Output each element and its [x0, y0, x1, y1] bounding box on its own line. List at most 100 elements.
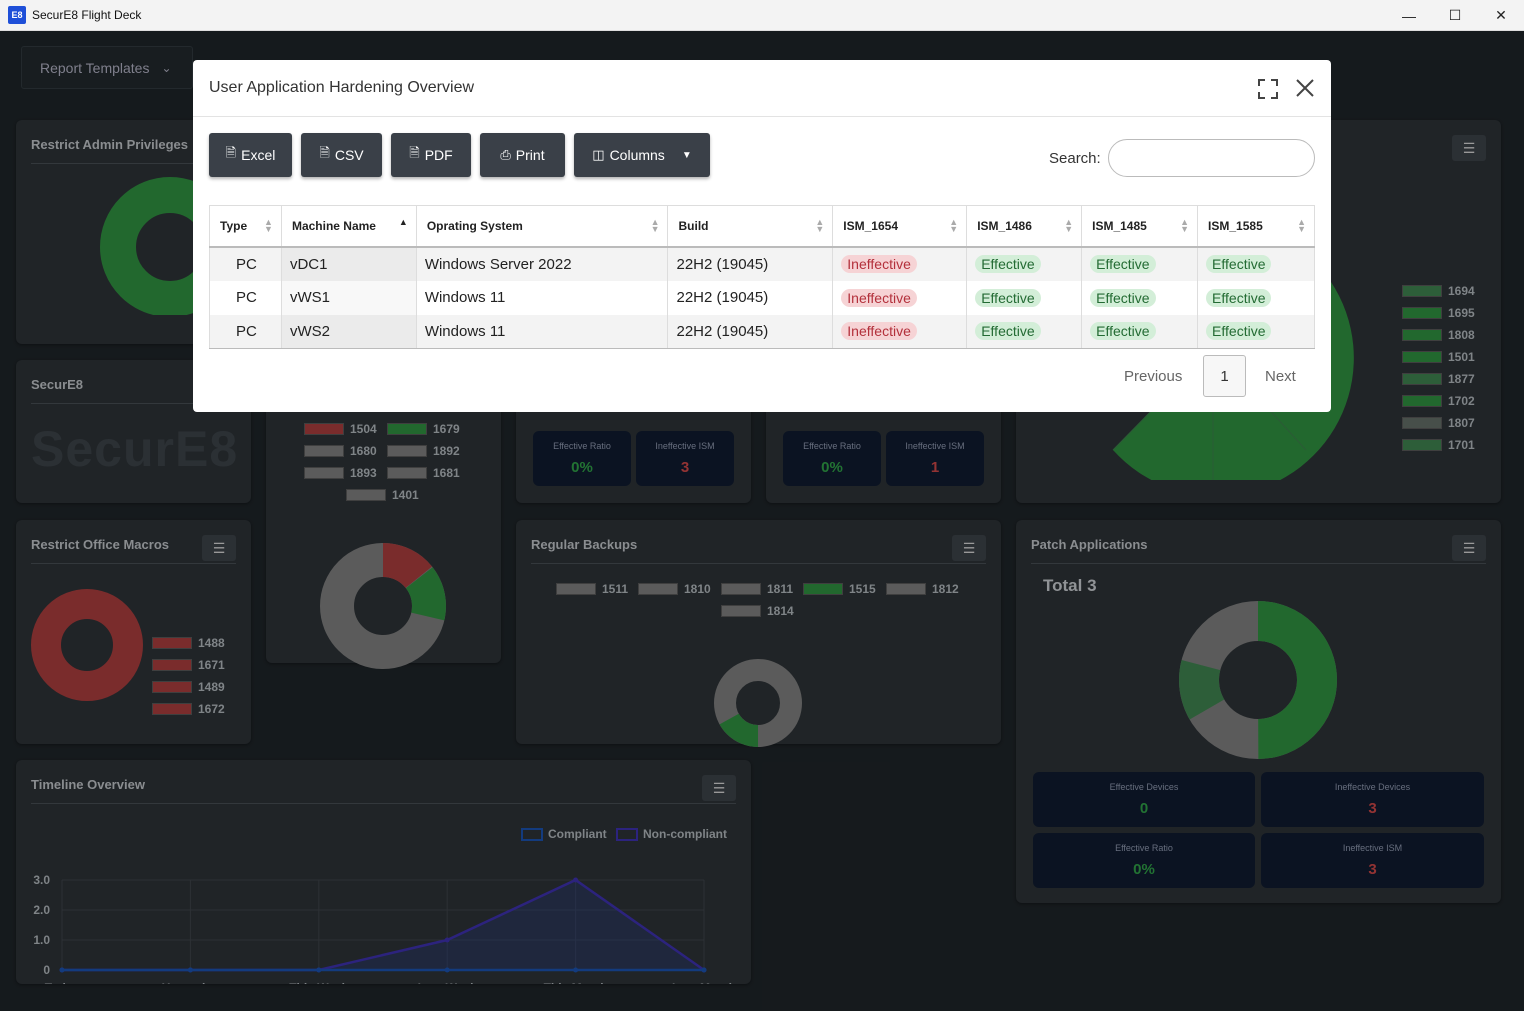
stat-label: Effective Devices [1109, 782, 1179, 792]
legend-swatch [886, 583, 926, 595]
patch-donut-chart [1179, 601, 1337, 760]
legend-label: 1807 [1448, 416, 1475, 430]
file-csv-icon: 🗎 [319, 145, 330, 160]
legend-swatch [803, 583, 843, 595]
card-restrict-macros: Restrict Office Macros ☰ 1488 1671 1489 … [16, 520, 251, 744]
settings-sliders-icon[interactable]: ☰ [1452, 135, 1486, 161]
legend-item: 1501 [1402, 350, 1475, 364]
legend-swatch [152, 703, 192, 715]
legend-label: 1671 [198, 658, 225, 672]
print-label: Print [515, 147, 545, 163]
cell-type: PC [209, 314, 282, 349]
legend-item: 1893 [304, 466, 377, 480]
column-header-machine-name[interactable]: Machine Name ▲​ [280, 205, 417, 248]
x-tick-label: Last Week [418, 981, 477, 984]
stat-value: 0% [821, 459, 843, 476]
status-badge: Ineffective [841, 322, 917, 341]
legend-swatch [346, 489, 386, 501]
settings-sliders-icon[interactable]: ☰ [702, 775, 736, 801]
stat-effective-devices: Effective Devices 0 [1033, 772, 1255, 827]
backups-donut-chart [714, 659, 802, 747]
legend-item: 1679 [387, 422, 460, 436]
search-input[interactable] [1108, 139, 1315, 177]
legend-label: 1701 [1448, 438, 1475, 452]
legend-label: Non-compliant [643, 827, 727, 841]
legend-item: 1671 [152, 658, 225, 672]
cell-os: Windows 11 [415, 314, 669, 349]
settings-sliders-icon[interactable]: ☰ [202, 535, 236, 561]
card-title: Timeline Overview [31, 777, 145, 792]
legend-swatch [387, 445, 427, 457]
legend-item: 1511 [556, 582, 628, 596]
legend-item: 1488 [152, 636, 225, 650]
maximize-button[interactable]: ☐ [1448, 7, 1462, 23]
series-area-non-compliant [62, 880, 704, 970]
legend-label: 1810 [684, 582, 711, 596]
data-point [573, 967, 579, 973]
column-header-type[interactable]: Type ▲ ▼ [209, 205, 282, 248]
print-button[interactable]: ⎙ Print [480, 133, 565, 177]
legend-label: 1702 [1448, 394, 1475, 408]
pagination-previous[interactable]: Previous [1124, 367, 1183, 385]
window-close-button[interactable]: ✕ [1495, 7, 1507, 23]
x-tick-label: This Week [289, 981, 348, 984]
stat-value: 1 [930, 459, 940, 476]
settings-sliders-icon[interactable]: ☰ [952, 535, 986, 561]
legend-swatch [556, 583, 596, 595]
cell-ism-1585: Effective [1197, 246, 1315, 281]
stat-value: 3 [1368, 861, 1377, 878]
data-point [444, 937, 450, 943]
report-templates-dropdown[interactable]: Report Templates ⌄ [21, 46, 193, 89]
pdf-label: PDF [424, 147, 453, 163]
card-title: Patch Applications [1031, 537, 1148, 552]
legend-label: 1892 [433, 444, 460, 458]
legend-item: 1877 [1402, 372, 1475, 386]
minimize-button[interactable]: — [1402, 7, 1416, 24]
export-csv-button[interactable]: 🗎 CSV [301, 133, 382, 177]
header-label: ISM_1486 [977, 218, 1032, 233]
columns-dropdown-button[interactable]: ◫ Columns ▼ [574, 133, 710, 177]
total-count: Total 3 [1043, 576, 1097, 595]
pagination-current-page[interactable]: 1 [1203, 355, 1246, 397]
table-row[interactable]: PC vWS1 Windows 11 22H2 (19045) Ineffect… [209, 280, 1315, 315]
legend-swatch [638, 583, 678, 595]
legend-swatch [152, 637, 192, 649]
data-point [316, 967, 322, 973]
column-header-ism-1654[interactable]: ISM_1654 ▲ ▼ [832, 205, 968, 248]
legend-item: 1672 [152, 702, 225, 716]
app-hardening-donut-chart [320, 543, 446, 669]
sort-icon: ▲ ▼ [264, 217, 273, 234]
card-title: Restrict Admin Privileges [31, 137, 189, 152]
printer-icon: ⎙ [500, 147, 511, 162]
stat-ineffective-devices: Ineffective Devices 3 [1261, 772, 1484, 827]
column-header-ism-1485[interactable]: ISM_1485 ▲ ▼ [1081, 205, 1199, 248]
cell-ism-1486: Effective [966, 314, 1083, 349]
expand-icon[interactable] [1257, 78, 1279, 100]
legend-label: 1515 [849, 582, 876, 596]
legend-item: 1680 [304, 444, 377, 458]
table-row[interactable]: PC vWS2 Windows 11 22H2 (19045) Ineffect… [209, 314, 1315, 349]
legend-swatch [721, 583, 761, 595]
csv-label: CSV [334, 147, 364, 163]
data-point [444, 967, 450, 973]
pagination-next[interactable]: Next [1265, 367, 1296, 385]
excel-label: Excel [241, 147, 276, 163]
settings-sliders-icon[interactable]: ☰ [1452, 535, 1486, 561]
export-pdf-button[interactable]: 🗎 PDF [391, 133, 471, 177]
close-icon[interactable] [1293, 76, 1317, 100]
columns-label: Columns [609, 147, 665, 163]
cell-ism-1485: Effective [1081, 246, 1199, 281]
stat-label: Effective Ratio [803, 441, 861, 451]
column-header-build[interactable]: Build ▲ ▼ [667, 205, 834, 248]
column-header-ism-1585[interactable]: ISM_1585 ▲ ▼ [1197, 205, 1315, 248]
y-tick-label: 2.0 [33, 903, 50, 917]
column-header-ism-1486[interactable]: ISM_1486 ▲ ▼ [966, 205, 1083, 248]
x-tick-label: Today [45, 981, 80, 984]
table-row[interactable]: PC vDC1 Windows Server 2022 22H2 (19045)… [209, 246, 1315, 281]
legend-swatch [721, 605, 761, 617]
sort-icon: ▲ ▼ [1180, 217, 1190, 234]
card-title: Regular Backups [531, 537, 638, 552]
export-excel-button[interactable]: 🗎 Excel [209, 133, 292, 177]
column-header-operating-system[interactable]: Oprating System ▲ ▼ [415, 205, 669, 248]
cell-ism-1486: Effective [966, 280, 1083, 315]
